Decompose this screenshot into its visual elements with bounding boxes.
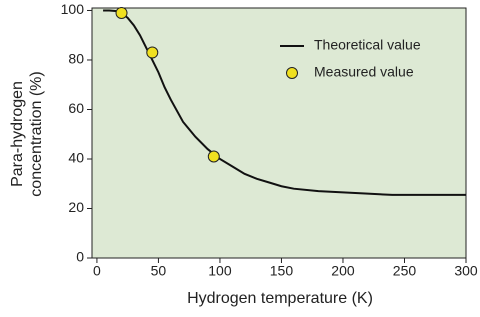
y-axis-label: Para-hydrogen concentration (%) <box>9 71 45 196</box>
y-tick-label: 100 <box>61 1 85 17</box>
x-tick-label: 100 <box>208 263 232 279</box>
x-tick-label: 300 <box>454 263 478 279</box>
legend-label: Theoretical value <box>314 37 421 53</box>
measured-point <box>115 6 128 19</box>
x-tick-label: 200 <box>331 263 355 279</box>
x-tick-label: 150 <box>270 263 294 279</box>
y-tick-label: 20 <box>68 199 84 215</box>
x-axis-label: Hydrogen temperature (K) <box>187 290 373 307</box>
theoretical-line <box>103 9 466 196</box>
y-axis-label-line: Para-hydrogen <box>9 81 26 187</box>
x-tick-label: 250 <box>393 263 417 279</box>
y-tick-label: 40 <box>68 150 84 166</box>
legend-label: Measured value <box>314 64 414 80</box>
y-tick-label: 60 <box>68 100 84 116</box>
y-axis-label-line: concentration (%) <box>28 71 45 196</box>
x-tick-label: 50 <box>151 263 167 279</box>
measured-point <box>146 46 159 59</box>
x-tick-label: 0 <box>93 263 101 279</box>
measured-point <box>207 150 220 163</box>
y-tick-label: 80 <box>68 51 84 67</box>
legend-marker <box>286 67 298 79</box>
y-tick-label: 0 <box>76 249 84 265</box>
